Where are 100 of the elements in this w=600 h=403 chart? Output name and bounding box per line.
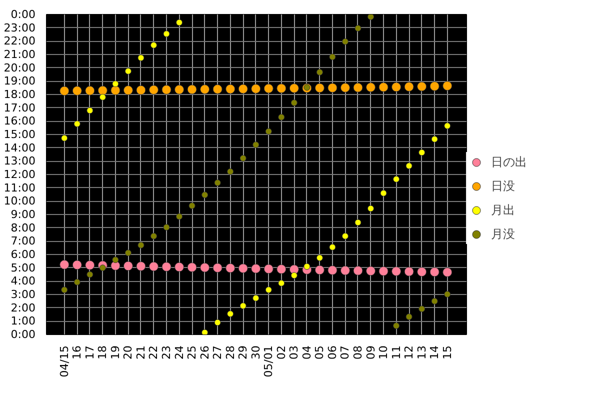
- y-tick-label: 0:00: [10, 328, 36, 341]
- point: [212, 84, 222, 94]
- point: [99, 264, 106, 272]
- point: [276, 264, 286, 274]
- point: [150, 42, 157, 48]
- y-tick-label: 3:00: [10, 288, 36, 301]
- point: [304, 263, 310, 270]
- point: [380, 190, 387, 196]
- y-tick-label: 22:00: [4, 34, 36, 48]
- y-tick-label: 6:00: [10, 248, 36, 261]
- x-tick-label: 14: [428, 345, 442, 360]
- point: [442, 81, 452, 91]
- y-tick-label: 15:00: [4, 128, 36, 141]
- point: [136, 261, 146, 271]
- point: [85, 86, 95, 96]
- point: [60, 86, 70, 96]
- point: [368, 205, 374, 212]
- point: [366, 266, 376, 276]
- y-tick-label: 16:00: [4, 114, 36, 128]
- legend-label: 月没: [491, 226, 515, 242]
- y-tick-label: 11:00: [4, 181, 36, 194]
- x-tick-label: 23: [160, 345, 173, 360]
- x-tick-label: 20: [122, 345, 135, 360]
- point: [74, 278, 80, 286]
- point: [444, 290, 451, 298]
- point: [314, 83, 324, 93]
- point: [316, 254, 323, 262]
- point: [110, 86, 120, 96]
- point: [406, 162, 412, 170]
- point: [431, 298, 438, 304]
- point: [112, 80, 119, 88]
- point: [123, 85, 133, 95]
- point: [418, 306, 426, 312]
- x-tick-label: 09: [364, 345, 378, 360]
- point: [123, 261, 133, 271]
- point: [314, 265, 324, 275]
- y-tick-label: 7:00: [10, 234, 36, 248]
- point: [342, 232, 348, 240]
- point: [290, 272, 298, 279]
- point: [227, 168, 234, 175]
- point: [174, 262, 184, 272]
- y-tick-label: 8:00: [10, 221, 36, 234]
- point: [251, 84, 261, 94]
- x-tick-label: 29: [236, 345, 250, 360]
- x-tick-label: 05: [313, 345, 326, 360]
- point: [214, 180, 221, 186]
- point: [354, 24, 362, 32]
- point: [417, 267, 427, 277]
- point: [353, 82, 363, 92]
- point: [328, 265, 338, 275]
- point: [72, 260, 82, 270]
- y-tick-label: 4:00: [10, 274, 36, 288]
- point: [200, 84, 210, 94]
- point: [353, 266, 363, 276]
- y-tick-label: 17:00: [4, 101, 36, 114]
- x-tick-label: 04/15: [58, 345, 71, 378]
- point: [240, 154, 246, 162]
- point: [404, 266, 414, 276]
- point: [392, 266, 402, 276]
- point: [392, 82, 402, 92]
- point: [442, 267, 452, 277]
- point: [430, 267, 440, 277]
- x-tick-label: 30: [249, 345, 262, 360]
- y-tick-label: 2:00: [10, 301, 36, 314]
- point: [278, 114, 285, 120]
- point: [148, 85, 158, 95]
- point: [264, 264, 274, 274]
- y-tick-label: 13:00: [4, 154, 36, 168]
- point: [74, 120, 80, 128]
- x-tick-label: 10: [377, 345, 390, 360]
- y-tick-label: 14:00: [4, 141, 36, 154]
- point: [368, 14, 374, 20]
- point: [431, 136, 438, 142]
- point: [378, 82, 388, 92]
- point: [252, 142, 260, 148]
- x-tick-label: 11: [390, 345, 403, 360]
- point: [342, 38, 348, 45]
- x-tick-label: 05/01: [262, 345, 276, 378]
- point: [366, 82, 376, 92]
- x-tick-label: 15: [440, 345, 454, 360]
- legend-label: 日の出: [491, 154, 527, 170]
- point: [98, 86, 108, 96]
- x-tick-label: 24: [172, 345, 186, 360]
- x-tick-label: 12: [402, 345, 416, 360]
- point: [328, 83, 338, 93]
- point: [200, 262, 210, 272]
- x-tick-label: 08: [351, 345, 364, 360]
- point: [99, 94, 106, 100]
- x-tick-label: 04: [300, 345, 314, 360]
- y-tick-label: 19:00: [4, 74, 36, 88]
- x-tick-label: 22: [147, 345, 160, 360]
- point: [289, 83, 299, 93]
- point: [162, 84, 172, 94]
- y-tick-label: 18:00: [4, 88, 36, 101]
- point: [238, 84, 248, 94]
- x-tick-label: 06: [326, 345, 339, 360]
- legend-label: 日没: [491, 178, 515, 194]
- point: [60, 260, 70, 270]
- y-tick-label: 20:00: [4, 61, 36, 74]
- legend-label: 月出: [491, 202, 515, 218]
